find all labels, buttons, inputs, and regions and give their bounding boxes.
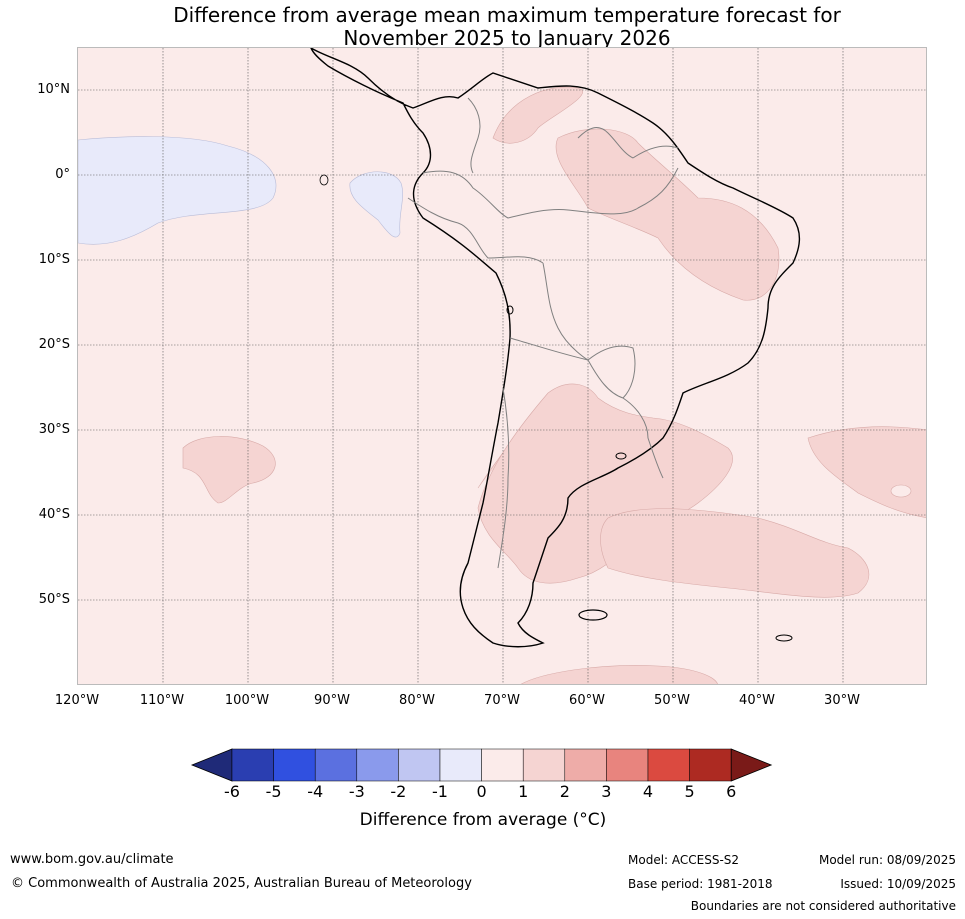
footer-model: Model: ACCESS-S2 bbox=[628, 853, 740, 867]
colorbar-tick-label: -3 bbox=[348, 782, 365, 801]
colorbar-tick-label: -5 bbox=[265, 782, 282, 801]
colorbar-tick-label: 5 bbox=[684, 782, 695, 801]
colorbar-extend-high bbox=[730, 748, 773, 782]
country-borders bbox=[407, 97, 679, 569]
graticule bbox=[78, 48, 926, 684]
cool-anomaly-region bbox=[78, 136, 277, 245]
colorbar-tick-label: -1 bbox=[432, 782, 448, 801]
colorbar bbox=[190, 747, 776, 787]
colorbar-label: Difference from average (°C) bbox=[359, 810, 607, 830]
colorbar-segment bbox=[314, 748, 358, 782]
colorbar-tick-label: 6 bbox=[726, 782, 737, 801]
colorbar-extend-low bbox=[190, 748, 233, 782]
colorbar-tick-label: 4 bbox=[642, 782, 654, 801]
lat-label-20s: 20°S bbox=[38, 337, 70, 352]
colorbar-segment bbox=[689, 748, 732, 782]
lon-label-70w: 70°W bbox=[484, 693, 520, 708]
galapagos-islands bbox=[319, 174, 329, 186]
colorbar-svg bbox=[190, 748, 773, 782]
lon-label-110w: 110°W bbox=[139, 693, 185, 708]
colorbar-segment bbox=[522, 748, 566, 782]
warm-anomaly-amazon bbox=[555, 128, 780, 301]
colorbar-segment bbox=[356, 748, 399, 782]
colorbar-segment bbox=[647, 748, 690, 782]
lon-label-30w: 30°W bbox=[824, 693, 860, 708]
warm-anomaly-southwest bbox=[520, 665, 718, 684]
colorbar-tick-label: 2 bbox=[559, 782, 570, 801]
colorbar-tick-label: -4 bbox=[307, 782, 324, 801]
warm-anomaly-argentina bbox=[477, 383, 733, 584]
footer-issued: Issued: 10/09/2025 bbox=[840, 877, 956, 891]
lon-label-120w: 120°W bbox=[54, 693, 100, 708]
island-east bbox=[775, 634, 793, 642]
colorbar-segment bbox=[273, 748, 316, 782]
colorbar-tick-label: 3 bbox=[601, 782, 612, 801]
lon-label-90w: 90°W bbox=[314, 693, 350, 708]
colorbar-segment bbox=[439, 748, 482, 782]
map-canvas bbox=[78, 48, 926, 684]
warm-anomaly-atlantic bbox=[600, 508, 870, 598]
colorbar-segment bbox=[231, 748, 274, 782]
cool-anomaly-region-2 bbox=[349, 171, 403, 238]
footer-disclaimer: Boundaries are not considered authoritat… bbox=[690, 899, 956, 913]
colorbar-tick-label: 0 bbox=[476, 782, 487, 801]
title-line-2: November 2025 to January 2026 bbox=[343, 26, 671, 50]
lon-label-40w: 40°W bbox=[739, 693, 775, 708]
lon-label-80w: 80°W bbox=[399, 693, 435, 708]
lat-label-0: 0° bbox=[55, 167, 70, 182]
colorbar-tick-label: 1 bbox=[518, 782, 529, 801]
south-america-coastline bbox=[310, 48, 801, 648]
lake-mirim bbox=[615, 452, 627, 460]
lat-label-50s: 50°S bbox=[38, 592, 70, 607]
colorbar-tick-label: -2 bbox=[390, 782, 407, 801]
map-title: Difference from average mean maximum tem… bbox=[0, 4, 965, 50]
lat-label-10n: 10°N bbox=[37, 82, 70, 97]
footer-website: www.bom.gov.au/climate bbox=[10, 852, 174, 867]
lat-label-40s: 40°S bbox=[38, 507, 70, 522]
lon-label-60w: 60°W bbox=[569, 693, 605, 708]
colorbar-segment bbox=[398, 748, 441, 782]
warm-anomaly-north bbox=[492, 86, 583, 144]
colorbar-segment bbox=[564, 748, 607, 782]
colorbar-tick-label: -6 bbox=[224, 782, 240, 801]
falkland-islands bbox=[578, 609, 608, 621]
map-panel bbox=[77, 47, 927, 685]
lon-label-50w: 50°W bbox=[654, 693, 690, 708]
footer-model-run: Model run: 08/09/2025 bbox=[818, 853, 956, 867]
footer-copyright: © Commonwealth of Australia 2025, Austra… bbox=[11, 876, 472, 891]
title-line-1: Difference from average mean maximum tem… bbox=[173, 3, 841, 27]
warm-island-east bbox=[890, 484, 912, 498]
colorbar-segment bbox=[606, 748, 649, 782]
lat-label-10s: 10°S bbox=[38, 252, 70, 267]
footer-base-period: Base period: 1981-2018 bbox=[628, 877, 773, 891]
colorbar-segment bbox=[481, 748, 524, 782]
lat-label-30s: 30°S bbox=[38, 422, 70, 437]
lake-titicaca bbox=[506, 305, 514, 315]
lon-label-100w: 100°W bbox=[224, 693, 270, 708]
warm-anomaly-pacific bbox=[182, 436, 276, 504]
